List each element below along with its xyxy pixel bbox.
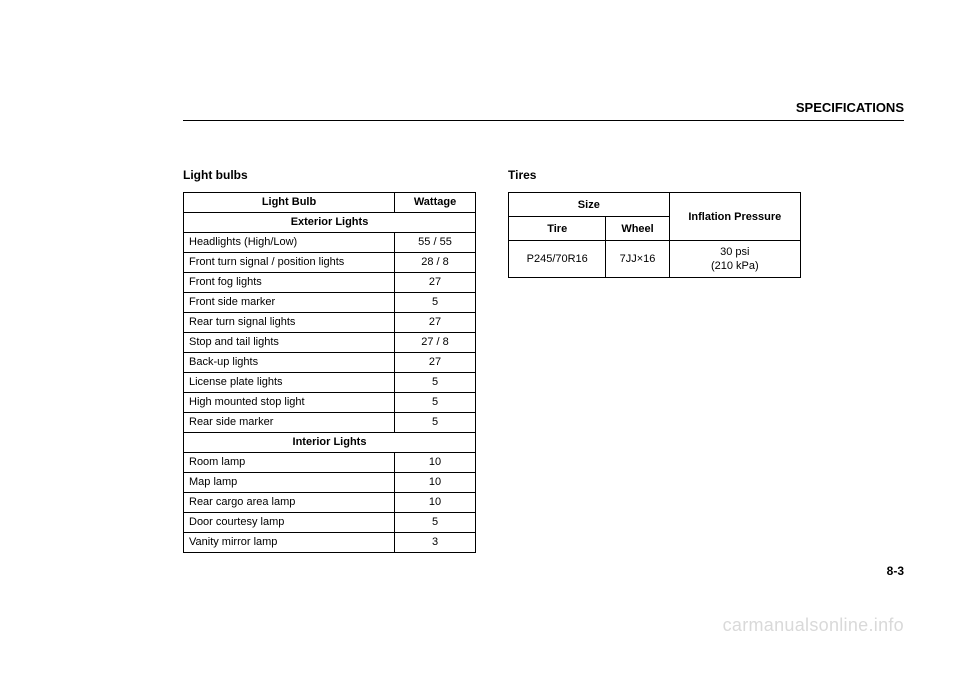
table-row: Front fog lights27 bbox=[184, 273, 476, 293]
bulb-wattage: 10 bbox=[395, 493, 476, 513]
inflation-pressure: 30 psi (210 kPa) bbox=[669, 241, 800, 278]
header-rule bbox=[183, 120, 904, 121]
bulb-wattage: 10 bbox=[395, 473, 476, 493]
bulb-wattage: 27 bbox=[395, 313, 476, 333]
table-row: Rear side marker5 bbox=[184, 413, 476, 433]
th-inflation-pressure: Inflation Pressure bbox=[669, 193, 800, 241]
page-header-title: SPECIFICATIONS bbox=[796, 100, 904, 115]
bulb-wattage: 27 bbox=[395, 353, 476, 373]
th-wattage: Wattage bbox=[395, 193, 476, 213]
watermark: carmanualsonline.info bbox=[723, 615, 904, 636]
table-header-row: Size Inflation Pressure bbox=[509, 193, 801, 217]
table-row: Stop and tail lights27 / 8 bbox=[184, 333, 476, 353]
bulb-name: Front fog lights bbox=[184, 273, 395, 293]
bulb-name: Stop and tail lights bbox=[184, 333, 395, 353]
bulb-wattage: 55 / 55 bbox=[395, 233, 476, 253]
table-row: Map lamp10 bbox=[184, 473, 476, 493]
bulb-name: Rear cargo area lamp bbox=[184, 493, 395, 513]
bulb-wattage: 5 bbox=[395, 373, 476, 393]
bulb-wattage: 27 / 8 bbox=[395, 333, 476, 353]
table-row: P245/70R16 7JJ×16 30 psi (210 kPa) bbox=[509, 241, 801, 278]
tires-table: Size Inflation Pressure Tire Wheel P245/… bbox=[508, 192, 801, 278]
bulb-name: Rear side marker bbox=[184, 413, 395, 433]
bulb-name: License plate lights bbox=[184, 373, 395, 393]
bulb-wattage: 5 bbox=[395, 513, 476, 533]
light-bulbs-title: Light bulbs bbox=[183, 168, 476, 182]
table-row: Front turn signal / position lights28 / … bbox=[184, 253, 476, 273]
pressure-line2: (210 kPa) bbox=[711, 260, 759, 272]
table-row: Vanity mirror lamp3 bbox=[184, 533, 476, 553]
table-row: Back-up lights27 bbox=[184, 353, 476, 373]
bulb-name: Rear turn signal lights bbox=[184, 313, 395, 333]
bulb-wattage: 28 / 8 bbox=[395, 253, 476, 273]
wheel-size: 7JJ×16 bbox=[606, 241, 669, 278]
tires-title: Tires bbox=[508, 168, 801, 182]
table-row: Front side marker5 bbox=[184, 293, 476, 313]
bulb-name: Vanity mirror lamp bbox=[184, 533, 395, 553]
table-row: Rear cargo area lamp10 bbox=[184, 493, 476, 513]
page-number: 8-3 bbox=[887, 564, 904, 578]
bulb-name: Room lamp bbox=[184, 453, 395, 473]
bulb-wattage: 3 bbox=[395, 533, 476, 553]
light-bulbs-table: Light Bulb Wattage Exterior Lights Headl… bbox=[183, 192, 476, 553]
bulb-name: Headlights (High/Low) bbox=[184, 233, 395, 253]
table-row: License plate lights5 bbox=[184, 373, 476, 393]
bulb-name: High mounted stop light bbox=[184, 393, 395, 413]
th-size: Size bbox=[509, 193, 670, 217]
table-header-row: Light Bulb Wattage bbox=[184, 193, 476, 213]
interior-subheader-row: Interior Lights bbox=[184, 433, 476, 453]
bulb-name: Door courtesy lamp bbox=[184, 513, 395, 533]
bulb-name: Map lamp bbox=[184, 473, 395, 493]
pressure-line1: 30 psi bbox=[720, 246, 749, 258]
bulb-wattage: 27 bbox=[395, 273, 476, 293]
table-row: Rear turn signal lights27 bbox=[184, 313, 476, 333]
tire-size: P245/70R16 bbox=[509, 241, 606, 278]
table-row: Door courtesy lamp5 bbox=[184, 513, 476, 533]
bulb-wattage: 5 bbox=[395, 293, 476, 313]
page: SPECIFICATIONS Light bulbs Light Bulb Wa… bbox=[0, 0, 960, 678]
bulb-wattage: 5 bbox=[395, 393, 476, 413]
bulb-name: Front side marker bbox=[184, 293, 395, 313]
th-light-bulb: Light Bulb bbox=[184, 193, 395, 213]
bulb-name: Back-up lights bbox=[184, 353, 395, 373]
table-row: Room lamp10 bbox=[184, 453, 476, 473]
th-wheel: Wheel bbox=[606, 217, 669, 241]
bulb-name: Front turn signal / position lights bbox=[184, 253, 395, 273]
light-bulbs-section: Light bulbs Light Bulb Wattage Exterior … bbox=[183, 168, 476, 553]
table-row: Headlights (High/Low)55 / 55 bbox=[184, 233, 476, 253]
bulb-wattage: 10 bbox=[395, 453, 476, 473]
exterior-lights-label: Exterior Lights bbox=[184, 213, 476, 233]
interior-lights-label: Interior Lights bbox=[184, 433, 476, 453]
th-tire: Tire bbox=[509, 217, 606, 241]
tires-section: Tires Size Inflation Pressure Tire Wheel… bbox=[508, 168, 801, 278]
bulb-wattage: 5 bbox=[395, 413, 476, 433]
exterior-subheader-row: Exterior Lights bbox=[184, 213, 476, 233]
table-row: High mounted stop light5 bbox=[184, 393, 476, 413]
